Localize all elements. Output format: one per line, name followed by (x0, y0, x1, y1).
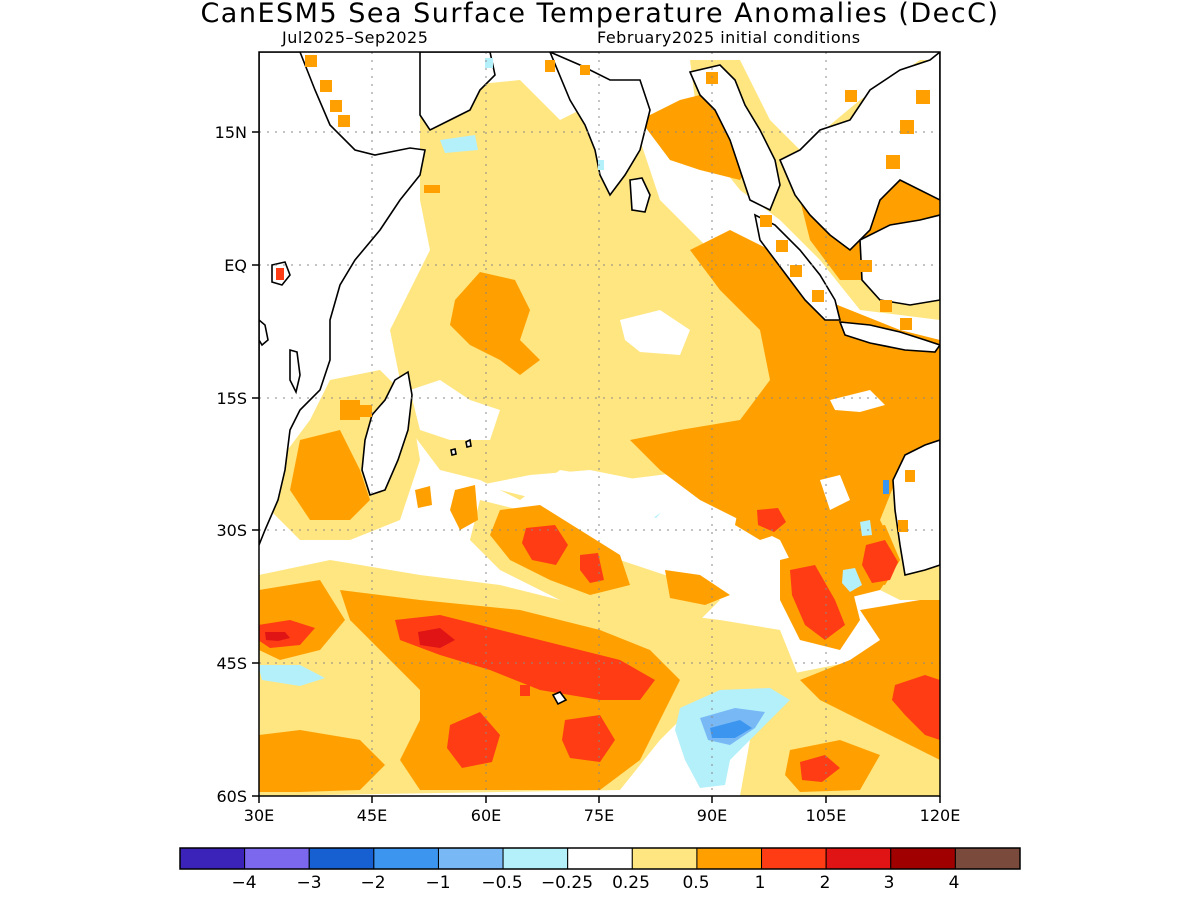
lat-label-eq: EQ (224, 256, 247, 275)
colorbar-label: 2 (820, 873, 831, 893)
colorbar-label: −0.5 (481, 873, 522, 893)
lat-label-60s: 60S (216, 787, 247, 806)
madagascar (361, 370, 413, 497)
lon-label-75e: 75E (584, 806, 614, 825)
colorbar-label: 0.25 (612, 873, 650, 893)
lat-label-45s: 45S (216, 654, 247, 673)
colorbar-label: −0.25 (541, 873, 593, 893)
comoros (289, 348, 301, 395)
colorbar-label: 1 (755, 873, 766, 893)
southeast-asia (778, 52, 940, 252)
lon-label-30e: 30E (244, 806, 274, 825)
graticule (259, 52, 940, 796)
forecast-period: Jul2025–Sep2025 (282, 28, 429, 47)
colorbar-swatch (631, 847, 698, 870)
sri-lanka (629, 177, 651, 213)
india (549, 52, 651, 197)
colorbar-swatch (890, 847, 956, 870)
colorbar-swatch (954, 847, 1021, 870)
tick-marks (252, 131, 941, 803)
colorbar-swatch (244, 847, 310, 870)
map-title: CanESM5 Sea Surface Temperature Anomalie… (200, 0, 1000, 29)
colorbar-swatch (179, 847, 246, 870)
coastal-grid-cells (276, 55, 930, 532)
lon-label-120e: 120E (920, 806, 961, 825)
anomaly-2-3-regions (265, 628, 455, 648)
colorbar-swatch (696, 847, 763, 870)
colorbar-label: −3 (296, 873, 321, 893)
mozambique-channel (259, 318, 269, 347)
colorbar-label: 4 (949, 873, 960, 893)
colorbar-swatch (437, 847, 504, 870)
initial-conditions-label: February2025 initial conditions (597, 28, 861, 47)
lon-label-105e: 105E (806, 806, 847, 825)
africa-arabia (259, 52, 426, 546)
lat-label-15s: 15S (216, 389, 247, 408)
colorbar-label: 0.5 (682, 873, 709, 893)
colorbar-swatch (761, 847, 827, 870)
colorbar-label: −2 (360, 873, 385, 893)
colorbar-label: 3 (884, 873, 895, 893)
anomaly-neutral-regions (410, 310, 885, 520)
kerguelen (551, 691, 568, 706)
lat-label-15n: 15N (215, 123, 247, 142)
lat-label-30s: 30S (216, 521, 247, 540)
colorbar-swatch (825, 847, 892, 870)
lon-label-45e: 45E (357, 806, 387, 825)
reunion (450, 448, 457, 456)
colorbar-swatch (567, 847, 633, 870)
borneo (859, 214, 940, 306)
colorbar-swatch (502, 847, 569, 870)
anomaly-1-2-regions (259, 508, 940, 782)
lon-label-60e: 60E (471, 806, 501, 825)
colorbar-label: −4 (231, 873, 256, 893)
colorbar-label: −1 (425, 873, 450, 893)
colorbar: −4 −3 −2 −1 −0.5 −0.25 0.25 0.5 1 2 3 4 (179, 847, 1021, 893)
lon-label-90e: 90E (697, 806, 727, 825)
java (838, 321, 940, 353)
anomaly-field (259, 52, 940, 796)
colorbar-swatch (373, 847, 439, 870)
australia (892, 439, 940, 576)
mauritius (465, 438, 472, 448)
colorbar-swatch (308, 847, 375, 870)
